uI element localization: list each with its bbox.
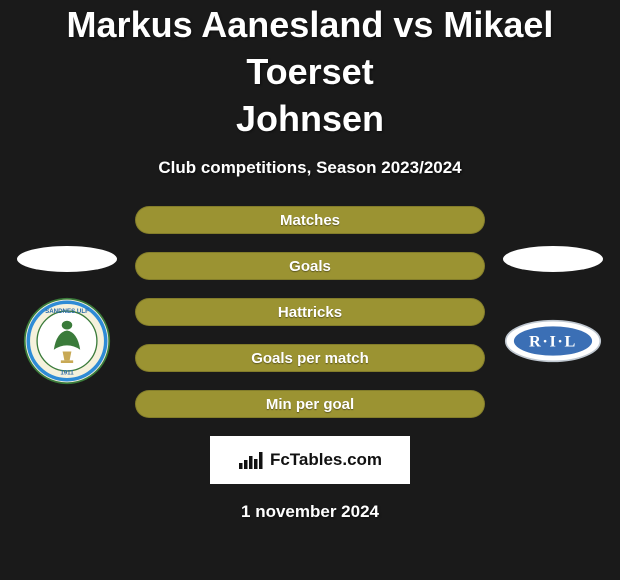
title-line-2: Johnsen [236,98,384,139]
snapshot-date: 1 november 2024 [241,502,379,522]
page-title: Markus Aanesland vs Mikael Toerset Johns… [0,2,620,142]
club-badge-right: R·I·L [504,304,602,378]
stat-pill-min-per-goal: Min per goal [135,390,485,418]
right-side-column: R·I·L [503,246,603,378]
bar-chart-icon [238,450,264,470]
club-badge-left: SANDNES ULF 1911 [18,304,116,378]
stat-pill-goals: Goals [135,252,485,280]
ril-crest-icon: R·I·L [504,319,602,363]
brand-attribution[interactable]: FcTables.com [210,436,410,484]
comparison-row: SANDNES ULF 1911 Matches Goals Hattricks… [0,206,620,418]
stat-pill-hattricks: Hattricks [135,298,485,326]
player-avatar-right [503,246,603,272]
svg-text:R·I·L: R·I·L [529,332,577,351]
brand-text: FcTables.com [270,450,382,470]
svg-text:1911: 1911 [60,370,74,377]
title-line-1: Markus Aanesland vs Mikael Toerset [67,4,554,92]
svg-text:SANDNES ULF: SANDNES ULF [45,308,89,315]
stat-pill-matches: Matches [135,206,485,234]
comparison-card: Markus Aanesland vs Mikael Toerset Johns… [0,0,620,580]
left-side-column: SANDNES ULF 1911 [17,246,117,378]
sandnes-ulf-crest-icon: SANDNES ULF 1911 [23,297,111,385]
stat-pill-goals-per-match: Goals per match [135,344,485,372]
subtitle: Club competitions, Season 2023/2024 [158,158,461,178]
stat-pill-column: Matches Goals Hattricks Goals per match … [135,206,485,418]
player-avatar-left [17,246,117,272]
